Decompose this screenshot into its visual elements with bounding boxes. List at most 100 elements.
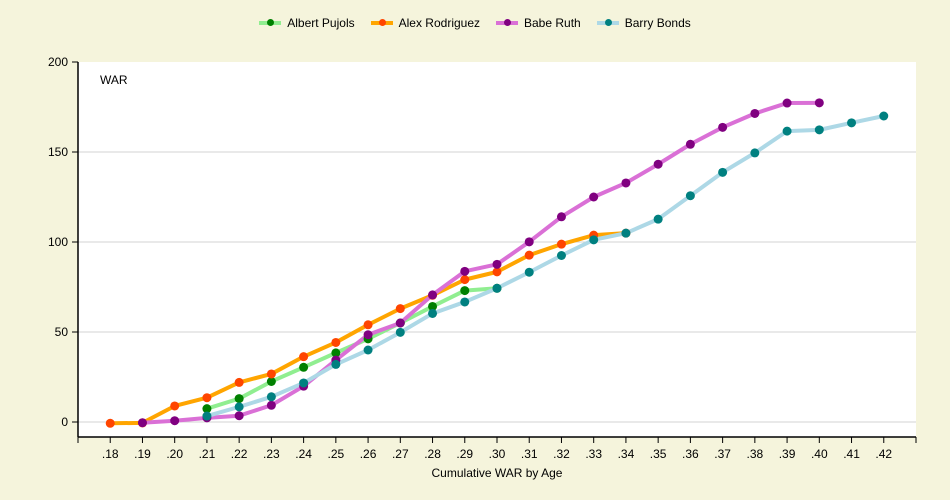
legend-label: Alex Rodriguez — [398, 16, 480, 30]
data-point[interactable] — [685, 191, 695, 201]
data-point[interactable] — [556, 212, 566, 222]
x-tick-label: .41 — [843, 447, 860, 461]
data-point[interactable] — [492, 283, 502, 293]
data-point[interactable] — [299, 362, 309, 372]
data-point[interactable] — [524, 250, 534, 260]
x-tick-label: .22 — [231, 447, 248, 461]
data-point[interactable] — [814, 125, 824, 135]
data-point[interactable] — [653, 159, 663, 169]
data-point[interactable] — [266, 400, 276, 410]
x-axis: .18 .19 .20 .21 .22 .23 .24 .25 .26 .27 .28 .29 .30.… — [77, 436, 917, 461]
data-point[interactable] — [331, 348, 341, 358]
y-tick-label: 0 — [61, 415, 68, 429]
data-point[interactable] — [428, 290, 438, 300]
data-point[interactable] — [266, 392, 276, 402]
data-point[interactable] — [524, 237, 534, 247]
data-point[interactable] — [363, 320, 373, 330]
data-point[interactable] — [750, 148, 760, 158]
data-point[interactable] — [202, 393, 212, 403]
data-point[interactable] — [299, 352, 309, 362]
data-point[interactable] — [460, 286, 470, 296]
data-point[interactable] — [718, 122, 728, 132]
data-point[interactable] — [879, 111, 889, 121]
data-point[interactable] — [460, 266, 470, 276]
data-point[interactable] — [395, 304, 405, 314]
data-point[interactable] — [782, 98, 792, 108]
data-point[interactable] — [363, 330, 373, 340]
data-point[interactable] — [299, 378, 309, 388]
legend-item-babe-ruth[interactable]: Babe Ruth — [496, 16, 581, 30]
legend-label: Albert Pujols — [287, 16, 355, 30]
y-axis: 0 50 100 150 200 — [48, 55, 79, 437]
data-point[interactable] — [653, 214, 663, 224]
data-point[interactable] — [814, 98, 824, 108]
data-point[interactable] — [331, 359, 341, 369]
x-tick-label: .18 — [102, 447, 119, 461]
data-point[interactable] — [589, 192, 599, 202]
data-point[interactable] — [170, 416, 180, 426]
data-point[interactable] — [137, 418, 147, 428]
data-point[interactable] — [492, 267, 502, 277]
plot-area — [78, 62, 916, 437]
data-point[interactable] — [589, 235, 599, 245]
data-point[interactable] — [621, 178, 631, 188]
data-point[interactable] — [395, 318, 405, 328]
x-tick-label: .30 — [489, 447, 506, 461]
y-tick-label: 100 — [48, 235, 68, 249]
legend: Albert Pujols Alex Rodriguez Babe Ruth B… — [0, 16, 950, 30]
data-point[interactable] — [266, 377, 276, 386]
data-point[interactable] — [170, 401, 180, 411]
data-point[interactable] — [718, 167, 728, 177]
data-point[interactable] — [847, 118, 857, 128]
legend-item-alex-rodriguez[interactable]: Alex Rodriguez — [370, 16, 480, 30]
data-point[interactable] — [234, 402, 244, 412]
data-point[interactable] — [395, 327, 405, 337]
legend-swatch-icon — [596, 19, 619, 26]
data-point[interactable] — [234, 377, 244, 387]
data-point[interactable] — [750, 108, 760, 118]
x-tick-label: .29 — [456, 447, 473, 461]
series-markers — [105, 98, 889, 428]
legend-item-albert-pujols[interactable]: Albert Pujols — [259, 16, 355, 30]
x-tick-label: .19 — [134, 447, 151, 461]
data-point[interactable] — [428, 301, 438, 311]
x-tick-label: .35 — [650, 447, 667, 461]
x-tick-label: .34 — [618, 447, 635, 461]
data-point[interactable] — [428, 308, 438, 318]
data-point[interactable] — [105, 418, 115, 428]
data-point[interactable] — [363, 345, 373, 355]
x-tick-label: .24 — [295, 447, 312, 461]
legend-swatch-icon — [370, 19, 393, 26]
data-point[interactable] — [524, 267, 534, 277]
data-point[interactable] — [621, 228, 631, 238]
x-axis-title: Cumulative WAR by Age — [432, 466, 563, 480]
data-point[interactable] — [234, 411, 244, 421]
legend-item-barry-bonds[interactable]: Barry Bonds — [596, 16, 691, 30]
data-point[interactable] — [234, 394, 244, 404]
data-point[interactable] — [556, 239, 566, 249]
gridlines — [78, 151, 916, 423]
data-point[interactable] — [460, 297, 470, 307]
x-tick-label: .20 — [166, 447, 183, 461]
data-point[interactable] — [685, 139, 695, 149]
x-tick-label: .38 — [747, 447, 764, 461]
data-point[interactable] — [782, 126, 792, 136]
data-point[interactable] — [266, 369, 276, 379]
y-tick-label: 150 — [48, 145, 68, 159]
x-tick-label: .27 — [392, 447, 409, 461]
data-point[interactable] — [331, 337, 341, 347]
data-point[interactable] — [202, 404, 212, 414]
data-point[interactable] — [202, 411, 212, 421]
x-tick-label: .21 — [199, 447, 216, 461]
plot-label: WAR — [100, 73, 128, 87]
x-tick-label: .31 — [521, 447, 538, 461]
data-point[interactable] — [460, 275, 470, 285]
legend-swatch-icon — [496, 19, 518, 26]
y-tick-label: 200 — [48, 55, 68, 69]
x-tick-label: .36 — [682, 447, 699, 461]
data-point[interactable] — [556, 251, 566, 260]
x-tick-label: .23 — [263, 447, 280, 461]
data-point[interactable] — [492, 259, 502, 269]
